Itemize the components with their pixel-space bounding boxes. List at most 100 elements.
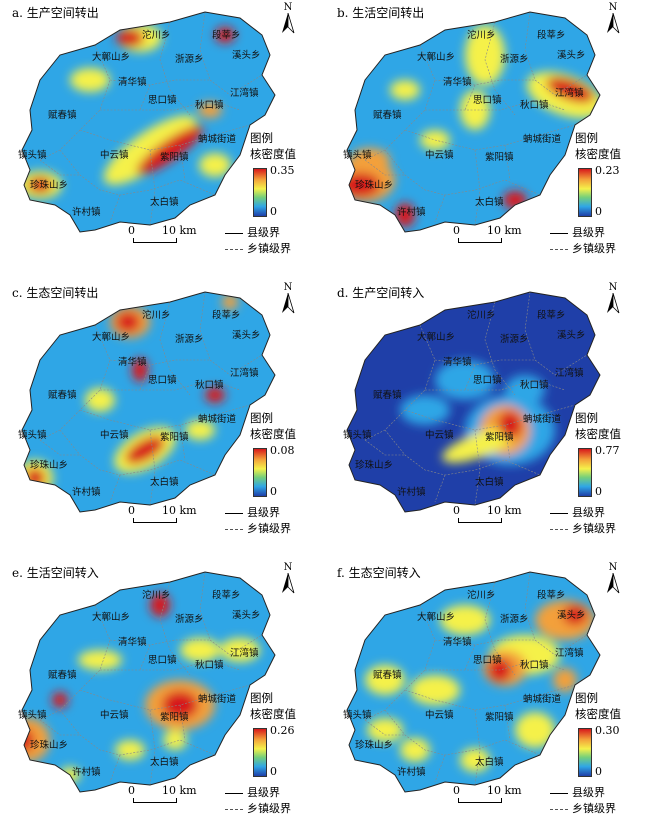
density-hotspot	[70, 68, 110, 92]
town-label: 太白镇	[150, 476, 179, 488]
town-label: 浙源乡	[500, 613, 529, 625]
town-label: 清华镇	[443, 76, 472, 88]
density-hotspot	[365, 665, 405, 695]
town-label: 许村镇	[72, 486, 101, 498]
town-label: 珍珠山乡	[30, 179, 68, 191]
town-label: 秋口镇	[195, 659, 224, 671]
north-arrow-icon: N	[601, 282, 625, 316]
town-label: 赋春镇	[373, 389, 402, 401]
density-hotspot	[185, 420, 215, 440]
county-boundary-legend: 县级界	[550, 784, 605, 800]
town-boundary-line	[474, 429, 481, 506]
density-hotspot	[442, 427, 518, 463]
legend-colorbar	[578, 168, 592, 217]
town-label: 秋口镇	[195, 99, 224, 111]
panel-title: e. 生活空间转入	[12, 566, 99, 580]
scale-bar: 0 10 km	[453, 784, 522, 803]
town-label: 赋春镇	[48, 669, 77, 681]
town-label: 秋口镇	[195, 379, 224, 391]
legend-min-value: 0	[270, 485, 277, 498]
scale-bar: 0 10 km	[453, 224, 522, 243]
town-label: 江湾镇	[555, 87, 584, 99]
town-label: 镇头镇	[18, 429, 47, 441]
legend-min-value: 0	[595, 485, 602, 498]
town-label: 中云镇	[100, 429, 129, 441]
town-boundary-line	[109, 359, 210, 366]
town-boundary-line	[199, 291, 263, 376]
town-label: 秋口镇	[520, 99, 549, 111]
town-label: 蚺城街道	[523, 693, 562, 705]
town-label: 许村镇	[72, 766, 101, 778]
panel-title: a. 生产空间转出	[12, 6, 99, 20]
town-label: 沱川乡	[467, 309, 496, 321]
density-hotspot	[350, 148, 390, 172]
north-arrow-icon: N	[276, 282, 300, 316]
county-boundary-legend: 县级界	[225, 504, 280, 520]
density-hotspot	[132, 358, 148, 382]
legend-min-value: 0	[270, 765, 277, 778]
town-boundary-line	[434, 639, 535, 646]
town-boundary-line	[504, 424, 511, 461]
town-label: 赋春镇	[373, 669, 402, 681]
town-boundary-line	[179, 704, 186, 741]
density-hotspot	[116, 29, 144, 47]
town-label: 溪头乡	[232, 49, 261, 61]
legend-colorbar	[578, 448, 592, 497]
town-boundary-legend: 乡镇级界	[225, 520, 291, 536]
town-label: 珍珠山乡	[355, 179, 393, 191]
town-label: 蚺城街道	[198, 413, 237, 425]
town-label: 中云镇	[100, 709, 129, 721]
town-boundary-line	[39, 719, 80, 736]
town-boundary-line	[39, 44, 111, 161]
town-label: 江湾镇	[230, 647, 259, 659]
town-label: 镇头镇	[343, 149, 372, 161]
town-label: 江湾镇	[230, 367, 259, 379]
town-boundary-legend: 乡镇级界	[225, 240, 291, 256]
town-label: 溪头乡	[557, 49, 586, 61]
density-hotspot	[215, 27, 235, 43]
town-boundary-line	[39, 324, 111, 441]
town-label: 太白镇	[475, 756, 504, 768]
town-label: 大鄣山乡	[417, 331, 455, 343]
town-label: 段莘乡	[212, 29, 241, 41]
town-label: 段莘乡	[212, 589, 241, 601]
panel-title: b. 生活空间转出	[337, 6, 425, 20]
density-hotspot	[205, 387, 225, 403]
density-hotspot	[115, 740, 145, 760]
density-hotspot	[220, 638, 260, 662]
map-panel-6: 沱川乡 段莘乡 大鄣山乡 浙源乡 溪头乡 清华镇 思口镇 江湾镇 赋春镇 秋口镇 蚺城街道 中云镇 紫阳…	[325, 560, 635, 822]
density-hotspot	[199, 153, 231, 177]
north-arrow-icon: N	[601, 562, 625, 596]
town-boundary-line	[364, 44, 436, 161]
town-boundary-line	[79, 404, 251, 431]
town-boundary-line	[524, 11, 588, 96]
town-boundary-line	[149, 709, 156, 786]
town-label: 赋春镇	[48, 389, 77, 401]
legend-title: 图例 核密度值	[250, 691, 296, 721]
town-label: 溪头乡	[557, 609, 586, 621]
legend-title: 图例 核密度值	[575, 691, 621, 721]
county-boundary-legend: 县级界	[225, 224, 280, 240]
town-label: 段莘乡	[212, 309, 241, 321]
town-label: 江湾镇	[555, 647, 584, 659]
density-hotspot	[390, 80, 420, 100]
town-boundary-line	[79, 684, 251, 711]
density-hotspot	[198, 102, 222, 118]
density-hotspot	[116, 312, 140, 332]
density-hotspot	[85, 388, 115, 412]
town-label: 思口镇	[473, 94, 502, 106]
density-hotspot	[367, 718, 403, 742]
density-hotspot	[78, 650, 122, 670]
map-panel-2: 沱川乡 段莘乡 大鄣山乡 浙源乡 溪头乡 清华镇 思口镇 江湾镇 赋春镇 秋口镇 蚺城街道 中云镇 紫阳…	[325, 0, 635, 262]
legend-min-value: 0	[270, 205, 277, 218]
town-label: 溪头乡	[557, 329, 586, 341]
town-label: 紫阳镇	[485, 711, 514, 723]
legend-colorbar	[578, 728, 592, 777]
legend-colorbar	[253, 168, 267, 217]
town-boundary-line	[464, 84, 476, 111]
town-boundary-line	[100, 379, 241, 391]
town-boundary-legend: 乡镇级界	[550, 240, 616, 256]
